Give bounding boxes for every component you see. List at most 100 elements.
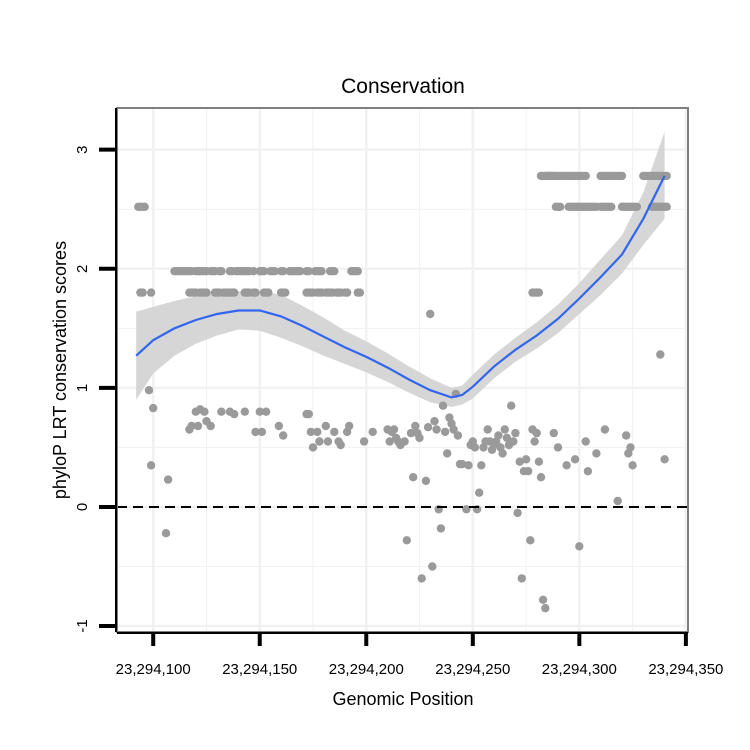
data-point bbox=[449, 425, 458, 434]
y-tick-label: -1 bbox=[74, 619, 91, 632]
data-point bbox=[626, 443, 635, 452]
y-axis: -1 0 1 2 3 bbox=[74, 108, 117, 633]
data-point bbox=[261, 407, 271, 416]
data-point bbox=[656, 350, 665, 359]
x-tick-label: 23,294,200 bbox=[329, 661, 404, 678]
data-point bbox=[359, 437, 369, 446]
data-point bbox=[421, 476, 431, 485]
x-axis: 23,294,100 23,294,150 23,294,200 23,294,250… bbox=[116, 632, 723, 678]
data-point bbox=[193, 421, 203, 431]
data-point bbox=[279, 431, 288, 440]
data-point bbox=[521, 455, 531, 464]
data-point bbox=[575, 542, 584, 551]
data-point bbox=[161, 529, 171, 538]
y-tick-label: 1 bbox=[74, 384, 91, 392]
data-point bbox=[534, 457, 544, 466]
data-point bbox=[549, 428, 558, 438]
data-point bbox=[415, 433, 424, 443]
data-point bbox=[389, 425, 399, 434]
data-point bbox=[541, 604, 550, 613]
x-tick-label: 23,294,350 bbox=[648, 661, 723, 678]
data-point bbox=[264, 288, 273, 297]
data-point bbox=[411, 421, 420, 431]
data-point bbox=[617, 171, 627, 181]
data-point bbox=[532, 428, 541, 438]
data-point bbox=[494, 431, 503, 440]
data-point bbox=[524, 467, 533, 476]
data-point bbox=[230, 409, 239, 419]
data-point bbox=[304, 409, 313, 419]
data-point bbox=[385, 437, 394, 446]
data-point bbox=[436, 524, 446, 533]
data-point bbox=[217, 407, 226, 416]
data-point bbox=[251, 288, 260, 297]
data-point bbox=[475, 488, 484, 497]
y-axis-label: phyloP LRT conservation scores bbox=[50, 241, 70, 499]
data-point bbox=[613, 496, 622, 506]
data-point bbox=[483, 425, 492, 434]
data-point bbox=[200, 407, 209, 416]
data-point bbox=[255, 407, 264, 416]
data-point bbox=[628, 461, 637, 470]
x-tick-label: 23,294,250 bbox=[435, 661, 510, 678]
data-point bbox=[230, 288, 239, 297]
data-point bbox=[274, 421, 284, 431]
data-point bbox=[163, 475, 173, 484]
data-point bbox=[632, 202, 642, 211]
data-point bbox=[251, 427, 260, 437]
data-point bbox=[315, 437, 324, 446]
data-point bbox=[402, 536, 411, 545]
data-point bbox=[622, 431, 631, 440]
data-point bbox=[270, 267, 279, 276]
smooth-fit-line bbox=[135, 175, 666, 399]
data-point bbox=[453, 431, 463, 440]
data-point bbox=[500, 425, 509, 434]
data-point bbox=[462, 505, 471, 514]
data-point bbox=[281, 288, 290, 297]
data-point bbox=[304, 267, 313, 276]
data-point bbox=[553, 443, 563, 452]
data-point bbox=[249, 267, 258, 276]
data-point bbox=[342, 288, 352, 297]
data-point bbox=[538, 595, 548, 604]
x-tick-label: 23,294,300 bbox=[542, 661, 617, 678]
data-point bbox=[526, 536, 535, 545]
data-point bbox=[279, 267, 288, 276]
data-point bbox=[581, 437, 590, 446]
data-point bbox=[502, 433, 512, 443]
data-point bbox=[345, 421, 354, 431]
data-point bbox=[306, 427, 316, 437]
data-point bbox=[458, 459, 467, 469]
data-point bbox=[581, 171, 590, 181]
data-point bbox=[477, 461, 486, 470]
data-point bbox=[240, 407, 249, 416]
data-point bbox=[144, 386, 154, 395]
data-point bbox=[146, 461, 156, 470]
y-tick-label: 2 bbox=[74, 265, 91, 273]
data-point bbox=[417, 574, 426, 583]
data-point bbox=[556, 202, 565, 211]
data-point bbox=[355, 288, 365, 297]
data-point bbox=[549, 171, 558, 181]
data-point bbox=[259, 267, 269, 276]
data-point bbox=[257, 427, 267, 437]
data-point bbox=[321, 421, 330, 431]
y-tick-label: 0 bbox=[74, 503, 91, 511]
data-point bbox=[432, 425, 441, 434]
data-point bbox=[430, 417, 439, 426]
data-point bbox=[536, 473, 546, 482]
data-point bbox=[428, 562, 437, 571]
data-point bbox=[217, 267, 226, 276]
data-point bbox=[206, 421, 215, 431]
data-point bbox=[400, 437, 409, 446]
x-tick-label: 23,294,150 bbox=[222, 661, 297, 678]
data-point bbox=[507, 401, 516, 410]
data-point bbox=[517, 574, 526, 583]
data-point bbox=[498, 449, 507, 458]
data-point bbox=[440, 427, 450, 437]
data-point bbox=[296, 267, 305, 276]
data-point bbox=[423, 423, 433, 432]
data-point bbox=[600, 425, 610, 434]
data-point bbox=[534, 288, 544, 297]
data-point bbox=[202, 288, 211, 297]
